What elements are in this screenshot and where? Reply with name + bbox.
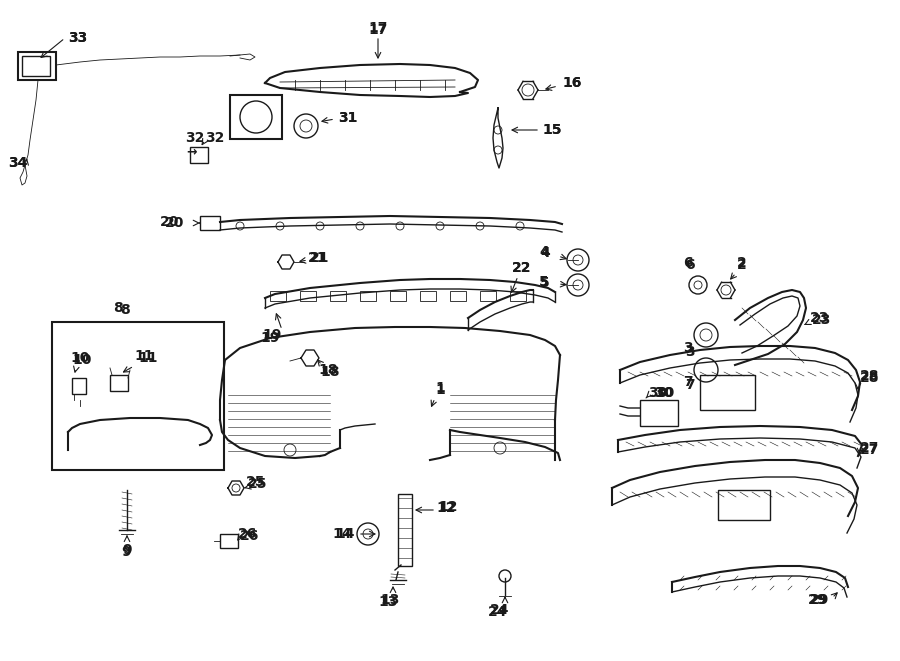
Bar [110, 375, 128, 391]
Text: 15: 15 [542, 123, 562, 137]
Text: 6: 6 [685, 258, 695, 272]
Text: 27: 27 [860, 443, 879, 457]
Text: 10: 10 [70, 351, 90, 365]
Text: 9: 9 [122, 545, 130, 559]
Bar [420, 291, 436, 301]
Text: 14: 14 [332, 527, 352, 541]
Text: 7: 7 [683, 375, 693, 389]
Text: 30: 30 [648, 386, 668, 400]
Bar [390, 291, 406, 301]
Text: 23: 23 [810, 311, 830, 325]
Text: 12: 12 [438, 500, 458, 514]
Text: 1: 1 [435, 383, 445, 397]
Text: 2: 2 [737, 256, 747, 270]
Text: 16: 16 [562, 76, 581, 90]
Text: 8: 8 [120, 303, 130, 317]
Text: 20: 20 [160, 215, 180, 229]
Text: 5: 5 [539, 275, 549, 289]
Text: 18: 18 [320, 365, 340, 379]
Text: 30: 30 [655, 386, 675, 400]
Bar [270, 291, 286, 301]
Text: 28: 28 [860, 369, 880, 383]
Text: 16: 16 [562, 76, 581, 90]
Bar [22, 56, 50, 76]
Text: 27: 27 [860, 441, 879, 455]
Text: 3: 3 [683, 341, 693, 355]
Bar [480, 291, 496, 301]
Text: 29: 29 [810, 593, 830, 607]
Text: 19: 19 [262, 328, 282, 342]
Text: 21: 21 [310, 251, 329, 265]
Text: 17: 17 [368, 23, 388, 37]
Text: 4: 4 [540, 246, 550, 260]
Text: 5: 5 [540, 276, 550, 290]
Text: 31: 31 [338, 111, 357, 125]
Bar [718, 490, 770, 520]
Text: 9: 9 [122, 543, 131, 557]
Text: 22: 22 [512, 261, 532, 275]
Text: 13: 13 [378, 595, 398, 609]
Text: 26: 26 [240, 529, 260, 543]
Text: 24: 24 [491, 603, 509, 617]
Bar [230, 95, 282, 139]
Bar [200, 216, 220, 230]
Text: 6: 6 [683, 256, 693, 270]
Text: 19: 19 [260, 331, 280, 345]
Text: 17: 17 [368, 21, 388, 35]
Text: 20: 20 [166, 216, 184, 230]
Text: 25: 25 [247, 475, 266, 489]
Text: 12: 12 [436, 501, 455, 515]
Text: 2: 2 [737, 258, 747, 272]
Text: 24: 24 [488, 605, 508, 619]
Text: 29: 29 [808, 593, 828, 607]
Text: 25: 25 [248, 477, 268, 491]
Text: 14: 14 [335, 527, 355, 541]
Text: 21: 21 [308, 251, 328, 265]
Bar [190, 147, 208, 163]
Bar [18, 52, 56, 80]
Text: 32: 32 [205, 131, 225, 145]
Bar [510, 291, 526, 301]
Text: 33: 33 [68, 31, 87, 45]
Text: 32: 32 [185, 131, 204, 145]
Bar [52, 322, 224, 470]
Bar [360, 291, 376, 301]
Text: 33: 33 [68, 31, 87, 45]
Text: 10: 10 [72, 353, 92, 367]
Bar [450, 291, 466, 301]
Text: 8: 8 [113, 301, 123, 315]
Text: 15: 15 [542, 123, 562, 137]
Text: 34: 34 [8, 156, 28, 170]
Text: 7: 7 [685, 378, 695, 392]
Bar [330, 291, 346, 301]
Text: 26: 26 [238, 527, 257, 541]
Text: 18: 18 [319, 363, 338, 377]
Bar [640, 400, 678, 426]
Text: 30: 30 [654, 386, 673, 400]
Text: 4: 4 [539, 245, 549, 259]
Text: 34: 34 [8, 156, 28, 170]
Bar [398, 494, 412, 566]
Text: 22: 22 [512, 261, 532, 275]
Text: 1: 1 [435, 381, 445, 395]
Bar [220, 534, 238, 548]
Bar [72, 378, 86, 394]
Text: →: → [187, 145, 197, 159]
Bar [300, 291, 316, 301]
Text: 23: 23 [813, 313, 832, 327]
Text: 28: 28 [860, 371, 880, 385]
Text: 31: 31 [338, 111, 357, 125]
Text: 11: 11 [134, 349, 154, 363]
Text: 3: 3 [685, 345, 695, 359]
Text: 13: 13 [381, 593, 400, 607]
Bar [700, 375, 755, 410]
Text: 11: 11 [139, 351, 158, 365]
